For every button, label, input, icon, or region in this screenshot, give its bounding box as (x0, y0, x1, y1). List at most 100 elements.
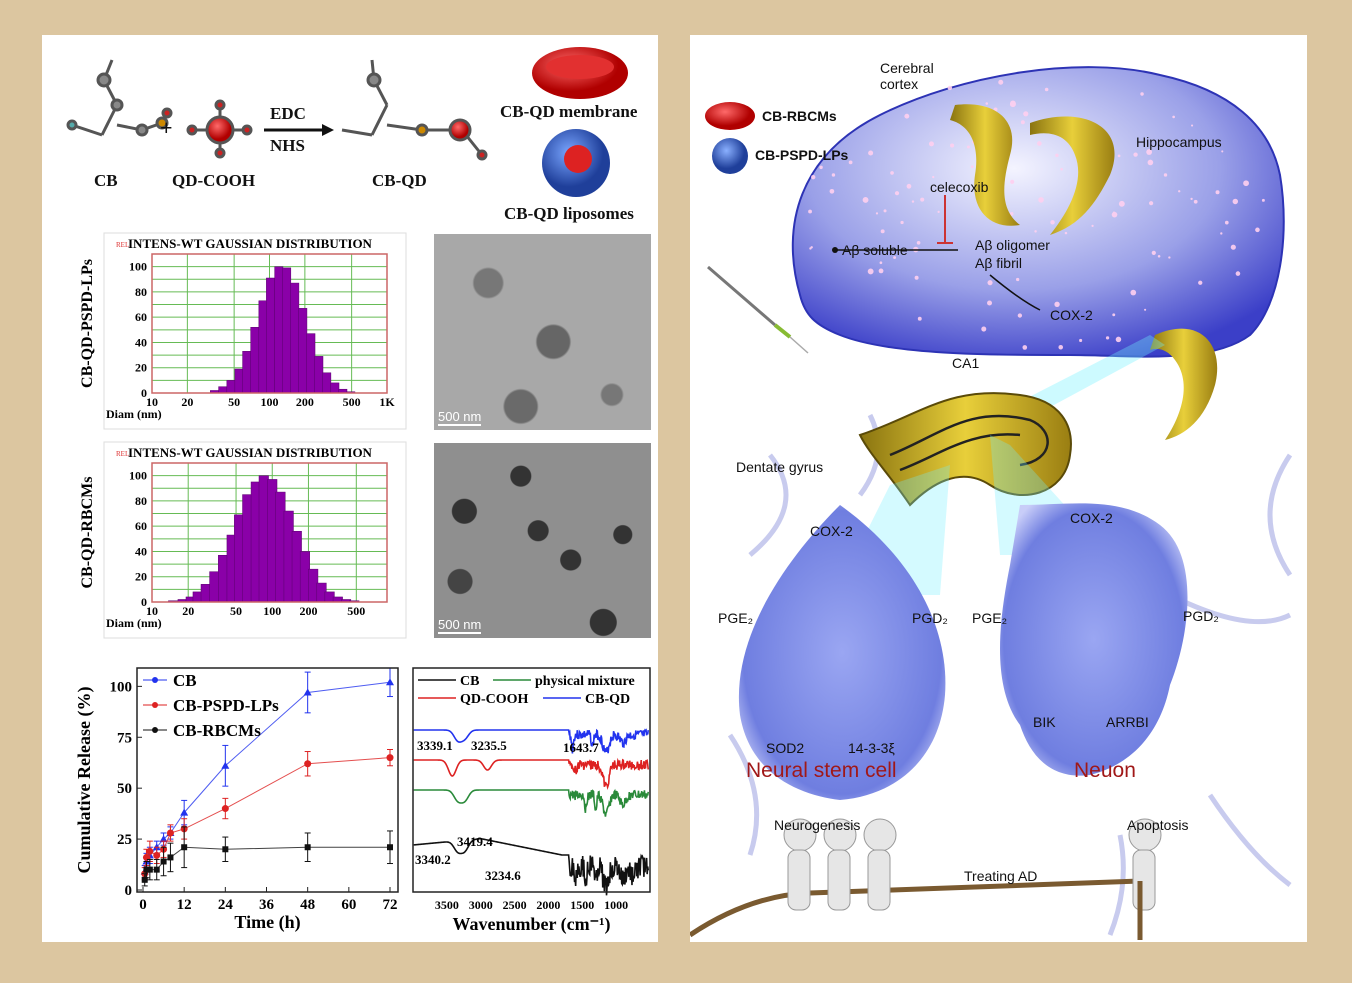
data-point (180, 808, 189, 816)
x-tick-label: 12 (177, 897, 192, 913)
left-14-3-3: 14-3-3ξ (848, 740, 895, 756)
y-tick-label: 100 (110, 679, 133, 695)
sparkle (1230, 244, 1236, 250)
histogram-bar (282, 267, 292, 394)
x-tick-label: 200 (299, 604, 317, 618)
sparkle (1190, 197, 1193, 201)
histogram-bar (258, 300, 268, 394)
histogram-bar (242, 351, 252, 394)
chart-title: INTENS-WT GAUSSIAN DISTRIBUTION (128, 236, 373, 251)
label-cb: CB (94, 171, 118, 190)
x-tick-label: 1500 (570, 898, 594, 912)
x-axis-label: Diam (nm) (106, 407, 162, 421)
sparkle (831, 173, 836, 177)
x-tick-label: 72 (383, 897, 398, 913)
sparkle (1147, 159, 1154, 166)
neural-stem-cell-body (738, 505, 946, 800)
y-axis-label: Cumulative Release (%) (74, 687, 95, 874)
tem-image-lps: 500 nm (434, 234, 651, 430)
sparkle (1220, 232, 1223, 235)
sparkle (1038, 197, 1044, 203)
data-point (386, 754, 394, 762)
peak-annotation: 1643.7 (563, 740, 599, 755)
sparkle (916, 240, 921, 245)
spectrum-physical-mixture (413, 788, 650, 817)
sparkle (1133, 152, 1138, 157)
sparkle (920, 197, 925, 202)
sparkle (893, 256, 897, 260)
sparkle (848, 160, 853, 165)
data-point (181, 844, 188, 851)
sparkle (1009, 211, 1014, 216)
label-ab-fibril: Aβ fibril (975, 255, 1022, 271)
histogram-bar (250, 327, 260, 394)
label-cox2-brain: COX-2 (1050, 307, 1093, 323)
sparkle (1221, 150, 1224, 153)
celecoxib-inhibit-icon (937, 195, 953, 244)
data-point (303, 688, 312, 696)
label-cb-qd-liposomes: CB-QD liposomes (504, 204, 634, 223)
sparkle (1054, 301, 1060, 307)
sparkle (883, 209, 887, 213)
tug-of-war (690, 818, 1162, 940)
sparkle (1193, 199, 1198, 204)
y-axis-label: CB-QD-PSPD-LPs (79, 259, 96, 388)
sparkle (894, 191, 900, 196)
right-cox2: COX-2 (1070, 510, 1113, 526)
plot-border (151, 462, 388, 603)
sparkle (811, 174, 816, 180)
y-axis-label: CB-QD-RBCMs (79, 477, 96, 589)
data-point (221, 805, 229, 813)
data-point (386, 678, 394, 686)
neuron-cell-body (1000, 503, 1188, 776)
sparkle (1055, 153, 1059, 158)
histogram-bar (298, 308, 308, 394)
data-point (304, 844, 311, 851)
hippocampus-left (950, 104, 1020, 226)
label-ab-oligomer: Aβ oligomer (975, 237, 1050, 253)
series-line (144, 846, 390, 880)
y-tick-label: 80 (135, 494, 147, 508)
scale-bar: 500 nm (438, 617, 482, 634)
legend-label: CB (460, 674, 479, 689)
sparkle (950, 143, 955, 148)
histogram-bar (314, 356, 324, 394)
sparkle (911, 200, 915, 203)
histogram-bar (226, 380, 236, 394)
x-tick-label: 50 (228, 395, 240, 409)
x-axis-label: Diam (nm) (106, 616, 162, 630)
sparkle (985, 102, 989, 105)
x-axis-label: Wavenumber (cm⁻¹) (452, 914, 610, 935)
plot-border (412, 667, 651, 893)
sparkle (1232, 198, 1239, 205)
sparkle (928, 141, 934, 147)
right-panel: CB-RBCMs CB-PSPD-LPs Cerebral cortex Hip… (690, 35, 1307, 942)
y-tick-label: 40 (135, 335, 147, 349)
series-line (144, 757, 391, 874)
plot-border (151, 253, 388, 394)
mechanism-diagram (690, 66, 1293, 940)
y-tick-label: 60 (135, 519, 147, 533)
sparkle (917, 316, 922, 321)
sparkle (1036, 141, 1042, 146)
sparkle (914, 275, 919, 280)
sparkle (1178, 190, 1181, 193)
sparkle (1112, 313, 1116, 317)
sparkle (867, 268, 874, 275)
brain-shape (791, 66, 1285, 358)
label-hippocampus: Hippocampus (1136, 134, 1222, 150)
hippocampus-zoom (1150, 328, 1218, 440)
x-tick-label: 3000 (469, 898, 493, 912)
sparkle (1117, 154, 1121, 158)
left-pge2: PGE₂ (718, 610, 753, 626)
sparkle (1157, 254, 1161, 258)
sparkle (1060, 167, 1063, 171)
sparkle (1168, 256, 1171, 259)
sparkle (1144, 308, 1147, 311)
sparkle (987, 280, 993, 286)
tem-image-rbcms: 500 nm (434, 443, 651, 638)
legend-marker (152, 702, 158, 708)
sparkle (1020, 120, 1025, 125)
sparkle (1023, 111, 1029, 117)
data-point (146, 847, 154, 855)
